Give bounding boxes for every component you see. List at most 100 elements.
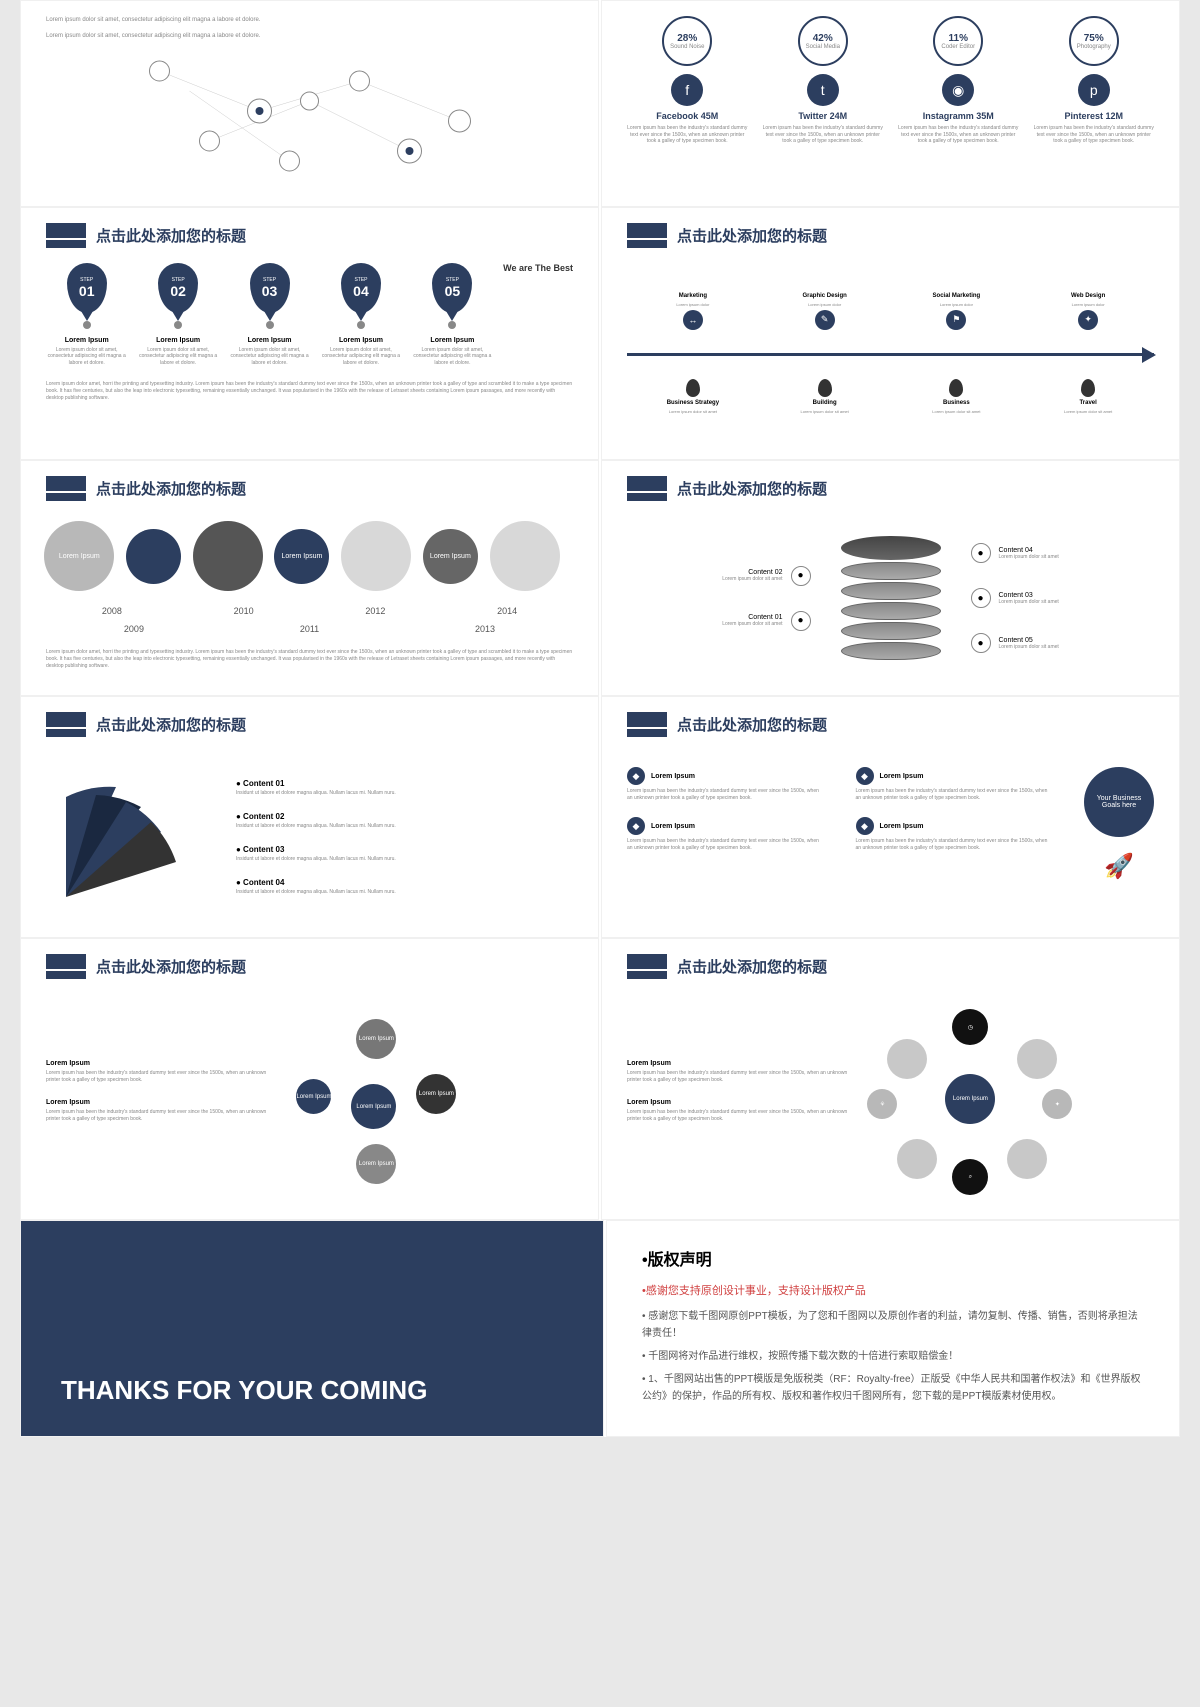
slide-social-stats: 28%Sound Noise f Facebook 45M Lorem ipsu… (601, 0, 1180, 207)
text-title: Lorem Ipsum (627, 1060, 847, 1067)
year-circle-0: Lorem Ipsum (44, 521, 114, 591)
node-4: Lorem Ipsum (945, 1074, 995, 1124)
timeline-top-2: Social Marketing Lorem ipsum dolor ⚑ (926, 293, 986, 333)
year-label: 2008 (102, 606, 122, 616)
goal-icon: ◆ (627, 767, 645, 785)
fan-content-2: ● Content 03 Insidunt ut labore et dolor… (236, 845, 396, 863)
slide-thanks: THANKS FOR YOUR COMING (20, 1220, 604, 1437)
slide-title: 点击此处添加您的标题 (677, 478, 827, 499)
content-icon: ● (791, 611, 811, 631)
slide-cylinder: 点击此处添加您的标题 Content 02Lorem ipsum dolor s… (601, 460, 1180, 696)
copyright-item-0: • 感谢您下载千图网原创PPT模板，为了您和千图网以及原创作者的利益，请勿复制、… (642, 1308, 1144, 1342)
social-desc: Lorem ipsum has been the industry's stan… (1034, 125, 1155, 145)
content-icon: ● (971, 633, 991, 653)
content-sub: Lorem ipsum dolor sit amet (722, 576, 782, 582)
goal-left-1: ◆Lorem Ipsum Lorem ipsum has been the in… (627, 817, 826, 852)
node-5: ✦ (1042, 1089, 1072, 1119)
goal-text: Lorem ipsum has been the industry's stan… (856, 788, 1055, 802)
social-icon: f (671, 74, 703, 106)
cylinder-graphic (841, 536, 941, 660)
cylinder-right-1: ●Content 03Lorem ipsum dolor sit amet (971, 588, 1059, 608)
content-sub: Lorem ipsum dolor sit amet (999, 644, 1059, 650)
goal-title: Lorem Ipsum (880, 773, 924, 780)
year-label: 2013 (475, 624, 495, 634)
goal-right-0: ◆ Lorem Ipsum Lorem ipsum has been the in… (856, 767, 1055, 802)
content-title: ● Content 04 (236, 878, 396, 887)
text-title: Lorem Ipsum (46, 1099, 266, 1106)
fan-content-1: ● Content 02 Insidunt ut labore et dolor… (236, 812, 396, 830)
step-marker: STEP02 (158, 263, 198, 313)
slide-timeline: 点击此处添加您的标题 Marketing Lorem ipsum dolor ↔… (601, 207, 1180, 460)
fan-chart (46, 767, 206, 907)
step-3: STEP04 Lorem Ipsum Lorem ipsum dolor sit… (320, 263, 401, 367)
goal-title: Lorem Ipsum (651, 823, 695, 830)
node-0: Lorem Ipsum (356, 1019, 396, 1059)
node-8: ⌕ (952, 1159, 988, 1195)
percent-circle: 28%Sound Noise (662, 16, 712, 66)
timeline-bot-0: Business Strategy Lorem ipsum dolor sit … (663, 376, 723, 414)
text-title: Lorem Ipsum (627, 1099, 847, 1106)
social-item-3: 75%Photography p Pinterest 12M Lorem ips… (1034, 16, 1155, 145)
copyright-subtitle: •感谢您支持原创设计事业，支持设计版权产品 (642, 1282, 1144, 1298)
goal-text: Lorem ipsum has been the industry's stan… (627, 788, 826, 802)
goal-title: Lorem Ipsum (651, 773, 695, 780)
goal-icon: ◆ (856, 817, 874, 835)
page-container: Lorem ipsum dolor sit amet, consectetur … (20, 0, 1180, 1437)
network-diagram (46, 41, 573, 191)
content-label: Content 05 (999, 637, 1059, 644)
social-name: Pinterest 12M (1034, 111, 1155, 121)
copyright-title: •版权声明 (642, 1246, 1144, 1270)
slide-fan: 点击此处添加您的标题 ● Content 01 Insidunt ut labo… (20, 696, 599, 938)
year-circle-2 (193, 521, 263, 591)
percent-circle: 42%Social Media (798, 16, 848, 66)
tl-icon: ↔ (683, 310, 703, 330)
social-desc: Lorem ipsum has been the industry's stan… (898, 125, 1019, 145)
drop-icon (1081, 379, 1095, 397)
node-3: Lorem Ipsum (351, 1084, 396, 1129)
tl-text: Lorem ipsum dolor sit amet (795, 409, 855, 414)
timeline-top-0: Marketing Lorem ipsum dolor ↔ (663, 293, 723, 333)
year-label: 2009 (124, 624, 144, 634)
step-text: Lorem ipsum dolor sit amet, consectetur … (412, 347, 493, 367)
content-title: ● Content 03 (236, 845, 396, 854)
tagline: We are The Best (503, 263, 573, 275)
content-label: Content 03 (999, 592, 1059, 599)
social-item-2: 11%Coder Editor ◉ Instagramm 35M Lorem i… (898, 16, 1019, 145)
timeline-bot-1: Building Lorem ipsum dolor sit amet (795, 376, 855, 414)
social-icon: ◉ (942, 74, 974, 106)
slide-title: 点击此处添加您的标题 (96, 478, 246, 499)
tl-text: Lorem ipsum dolor sit amet (1058, 409, 1118, 414)
tl-text: Lorem ipsum dolor (1058, 302, 1118, 307)
goal-icon: ◆ (856, 767, 874, 785)
node-6 (897, 1139, 937, 1179)
drop-icon (686, 379, 700, 397)
tl-text: Lorem ipsum dolor (926, 302, 986, 307)
step-0: STEP01 Lorem Ipsum Lorem ipsum dolor sit… (46, 263, 127, 367)
year-label: 2014 (497, 606, 517, 616)
slide-steps: 点击此处添加您的标题 STEP01 Lorem Ipsum Lorem ipsu… (20, 207, 599, 460)
year-circle-4 (341, 521, 411, 591)
intro-text: Lorem ipsum dolor sit amet, consectetur … (46, 16, 573, 24)
text-block-0: Lorem Ipsum Lorem ipsum has been the ind… (46, 1060, 266, 1084)
text-body: Lorem ipsum has been the industry's stan… (627, 1109, 847, 1123)
step-text: Lorem ipsum dolor sit amet, consectetur … (46, 347, 127, 367)
text-block-0: Lorem Ipsum Lorem ipsum has been the ind… (627, 1060, 847, 1084)
slide-title: 点击此处添加您的标题 (96, 956, 246, 977)
social-desc: Lorem ipsum has been the industry's stan… (627, 125, 748, 145)
node-3: ⚘ (867, 1089, 897, 1119)
step-4: STEP05 Lorem Ipsum Lorem ipsum dolor sit… (412, 263, 493, 367)
text-title: Lorem Ipsum (46, 1060, 266, 1067)
tl-text: Lorem ipsum dolor sit amet (926, 409, 986, 414)
copyright-item-1: • 千图网将对作品进行维权，按照传播下载次数的十倍进行索取赔偿金！ (642, 1348, 1144, 1365)
step-title: Lorem Ipsum (229, 337, 310, 344)
slide-title: 点击此处添加您的标题 (96, 714, 246, 735)
content-icon: ● (791, 566, 811, 586)
tl-text: Lorem ipsum dolor (663, 302, 723, 307)
tl-title: Graphic Design (795, 293, 855, 299)
content-label: Content 04 (999, 547, 1059, 554)
drop-icon (949, 379, 963, 397)
social-desc: Lorem ipsum has been the industry's stan… (763, 125, 884, 145)
content-sub: Lorem ipsum dolor sit amet (999, 554, 1059, 560)
slide-nodes-left: 点击此处添加您的标题 Lorem Ipsum Lorem ipsum has b… (20, 938, 599, 1220)
text-body: Lorem ipsum has been the industry's stan… (627, 1070, 847, 1084)
